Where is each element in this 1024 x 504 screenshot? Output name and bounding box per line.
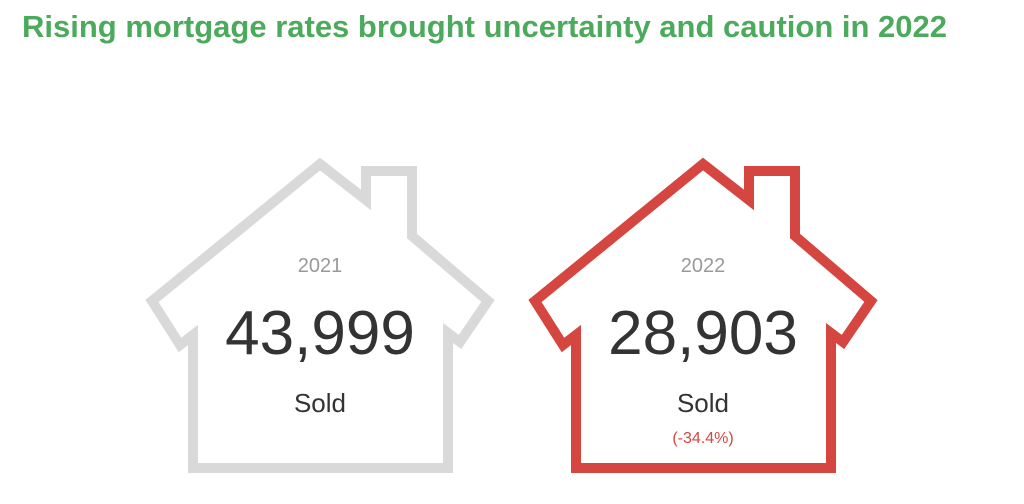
change-percent: (-34.4%) [672,430,734,447]
sold-label: Sold [293,388,347,418]
sold-label: Sold [676,388,730,418]
sold-count: 28,903 [608,299,798,368]
page-title: Rising mortgage rates brought uncertaint… [22,9,947,44]
sold-count: 43,999 [225,299,415,368]
house-2021-icon [145,157,495,473]
year-label: 2022 [680,255,726,277]
year-label: 2021 [297,255,343,277]
house-2022-icon [528,157,878,473]
